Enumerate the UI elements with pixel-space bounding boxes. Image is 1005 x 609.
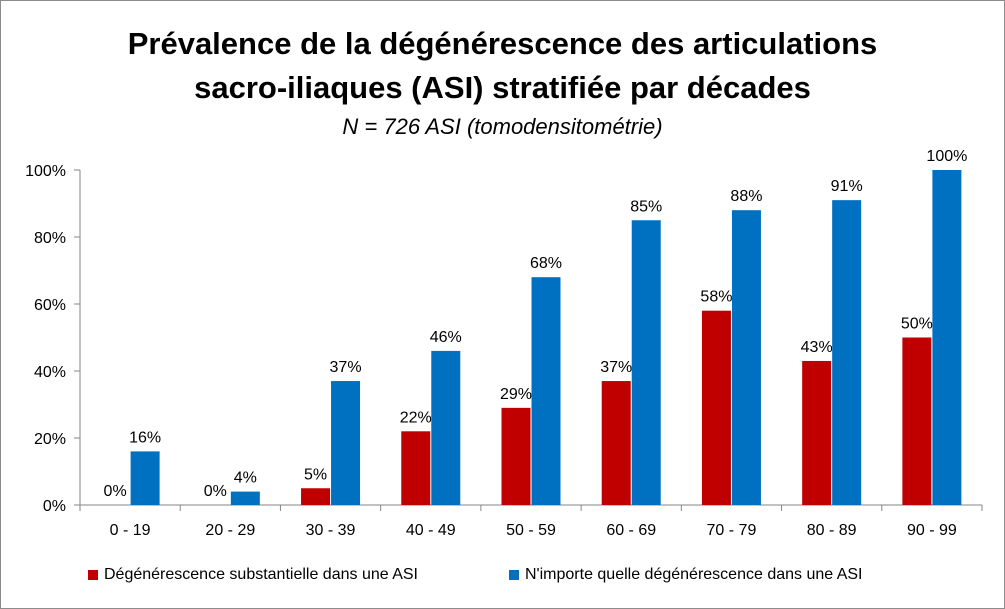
x-tick-label: 30 - 39	[306, 522, 356, 539]
bar-any	[230, 491, 260, 505]
data-label-substantielle: 50%	[901, 316, 933, 333]
bar-substantielle	[802, 360, 832, 505]
data-label-any: 16%	[129, 429, 161, 446]
chart-title-line-2: sacro-iliaques (ASI) stratifiée par déca…	[194, 70, 811, 105]
bar-substantielle	[601, 381, 631, 505]
legend-item-any: N'importe quelle dégénérescence dans une…	[509, 566, 863, 584]
data-label-any: 85%	[630, 198, 662, 215]
y-tick-label: 60%	[34, 297, 66, 314]
legend-swatch-substantielle	[88, 570, 98, 580]
data-label-substantielle: 43%	[801, 339, 833, 356]
data-label-substantielle: 29%	[500, 386, 532, 403]
data-label-any: 100%	[926, 148, 967, 165]
data-label-any: 88%	[730, 188, 762, 205]
bar-any	[130, 451, 160, 505]
x-tick-label: 80 - 89	[807, 522, 857, 539]
bar-any	[731, 210, 761, 505]
data-label-any: 46%	[430, 329, 462, 346]
y-tick-label: 40%	[34, 364, 66, 381]
bar-any	[932, 170, 962, 505]
chart-subtitle: N = 726 ASI (tomodensitométrie)	[342, 114, 663, 139]
y-tick-label: 80%	[34, 230, 66, 247]
chart-title-line-1: Prévalence de la dégénérescence des arti…	[127, 26, 878, 61]
data-label-any: 4%	[234, 470, 257, 487]
bar-substantielle	[301, 488, 331, 505]
y-tick-label: 0%	[43, 498, 66, 515]
x-tick-label: 50 - 59	[506, 522, 556, 539]
bar-any	[331, 381, 361, 505]
bar-any	[832, 200, 862, 505]
data-label-substantielle: 0%	[204, 483, 227, 500]
data-label-any: 68%	[530, 255, 562, 272]
data-label-substantielle: 58%	[700, 289, 732, 306]
bar-substantielle	[401, 431, 431, 505]
bar-substantielle	[701, 310, 731, 505]
bar-substantielle	[902, 337, 932, 505]
x-tick-label: 90 - 99	[907, 522, 957, 539]
data-label-substantielle: 0%	[104, 483, 127, 500]
x-tick-label: 20 - 29	[205, 522, 255, 539]
x-tick-label: 0 - 19	[110, 522, 151, 539]
legend-swatch-any	[509, 570, 519, 580]
x-tick-label: 60 - 69	[606, 522, 656, 539]
legend-item-substantielle: Dégénérescence substantielle dans une AS…	[88, 566, 418, 584]
bar-substantielle	[501, 407, 531, 505]
bar-any	[531, 277, 561, 505]
x-tick-label: 40 - 49	[406, 522, 456, 539]
legend-label-substantielle: Dégénérescence substantielle dans une AS…	[104, 566, 418, 583]
y-tick-label: 20%	[34, 431, 66, 448]
data-label-substantielle: 37%	[600, 359, 632, 376]
data-label-any: 91%	[831, 178, 863, 195]
data-label-substantielle: 22%	[400, 409, 432, 426]
bar-any	[431, 350, 461, 505]
data-label-substantielle: 5%	[304, 466, 327, 483]
chart-legend: Dégénérescence substantielle dans une AS…	[0, 566, 1005, 588]
legend-label-any: N'importe quelle dégénérescence dans une…	[525, 566, 863, 583]
x-tick-label: 70 - 79	[707, 522, 757, 539]
y-tick-label: 100%	[25, 163, 66, 180]
data-label-any: 37%	[330, 359, 362, 376]
bar-any	[631, 220, 661, 505]
